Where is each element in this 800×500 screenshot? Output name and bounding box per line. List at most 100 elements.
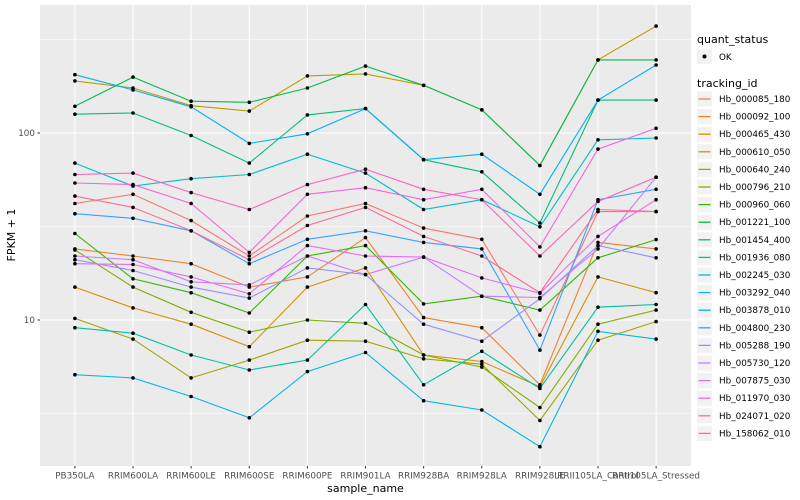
data-point <box>73 231 77 236</box>
legend-tracking-id: tracking_id Hb_000085_180 Hb_000092_100 Hb_… <box>697 77 791 441</box>
data-point <box>538 405 542 410</box>
legend-entry-label: Hb_000092_100 <box>719 113 791 123</box>
legend-entry-Hb_000960_060: Hb_000960_060 <box>697 197 791 213</box>
data-point <box>596 329 600 334</box>
data-point <box>654 319 658 324</box>
legend-entry-label: Hb_024071_020 <box>719 412 791 422</box>
data-point <box>247 257 252 262</box>
data-point <box>73 248 77 252</box>
series-points-Hb_024071_020 <box>73 167 658 258</box>
data-point <box>73 254 77 258</box>
data-point <box>596 138 600 142</box>
data-point <box>247 161 252 165</box>
data-point <box>73 181 77 185</box>
data-point <box>596 243 600 248</box>
x-tick-label: RRIM901LA <box>340 472 390 482</box>
data-point <box>305 223 310 228</box>
data-point <box>480 247 484 251</box>
legend-entry-label: Hb_000640_240 <box>719 165 791 175</box>
data-point <box>247 292 252 296</box>
data-point <box>189 310 193 315</box>
data-point <box>247 311 252 315</box>
data-point <box>421 226 426 230</box>
data-point <box>247 416 252 420</box>
data-point <box>363 266 368 270</box>
data-point <box>363 350 368 355</box>
data-point <box>305 182 310 187</box>
data-point <box>247 172 252 177</box>
data-point <box>247 261 252 266</box>
data-point <box>363 272 368 277</box>
legend-entry-label: Hb_000085_180 <box>719 95 791 105</box>
series-points-Hb_011970_030 <box>73 126 658 255</box>
data-point <box>421 322 426 327</box>
data-point <box>73 211 77 216</box>
data-point <box>480 254 484 258</box>
x-axis-title: sample_name <box>327 482 404 495</box>
data-point <box>131 88 135 92</box>
data-point <box>305 86 310 90</box>
data-point <box>596 207 600 212</box>
data-point <box>421 302 426 306</box>
series-points-Hb_003292_040 <box>73 329 658 449</box>
data-point <box>305 243 310 248</box>
data-point <box>538 225 542 229</box>
data-point <box>421 255 426 259</box>
data-point <box>654 197 658 202</box>
data-point <box>247 344 252 349</box>
data-point <box>131 285 135 289</box>
data-point <box>421 197 426 202</box>
data-point <box>73 72 77 77</box>
series-points-Hb_158062_010 <box>73 194 658 295</box>
data-point <box>596 275 600 279</box>
data-point <box>480 408 484 412</box>
data-point <box>654 337 658 341</box>
legend-entry-label: Hb_007875_030 <box>719 377 791 387</box>
data-point <box>421 353 426 357</box>
data-point <box>654 63 658 67</box>
data-point <box>305 358 310 362</box>
data-point <box>654 58 658 62</box>
x-axis: PB350LA RRIM600LA RRIM600LE RRIM600SE RRIM60… <box>55 466 700 482</box>
series-points-Hb_000640_240 <box>73 316 658 423</box>
data-point <box>538 290 542 295</box>
series-points-Hb_001936_080 <box>73 302 658 391</box>
data-point <box>73 79 77 83</box>
data-point <box>596 234 600 239</box>
data-point <box>363 167 368 171</box>
legend-entry-label: Hb_003292_040 <box>719 289 791 299</box>
data-point <box>480 108 484 112</box>
x-tick-label: RRIM600PE <box>282 472 332 482</box>
data-point <box>247 207 252 212</box>
legend-entry-Hb_158062_010: Hb_158062_010 <box>697 425 791 441</box>
data-point <box>654 98 658 102</box>
x-tick-label: RRII105LA_Control <box>557 472 639 482</box>
data-point <box>131 262 135 267</box>
data-point <box>654 237 658 242</box>
data-point <box>363 229 368 233</box>
legend-entry-label: Hb_000610_050 <box>719 148 791 158</box>
data-point <box>305 132 310 136</box>
data-point <box>596 338 600 343</box>
legend-entry-label: Hb_158062_010 <box>719 429 791 439</box>
data-point <box>131 331 135 336</box>
legend-quant-status-title: quant_status <box>697 33 769 46</box>
series-points-Hb_000796_210 <box>73 248 658 410</box>
data-point <box>654 24 658 28</box>
legend-entry-label: Hb_002245_030 <box>719 271 791 281</box>
data-point <box>73 372 77 377</box>
legend-entry-label: Hb_004800_230 <box>719 324 791 334</box>
data-point <box>654 187 658 192</box>
data-point <box>421 234 426 239</box>
data-point <box>538 418 542 423</box>
data-point <box>480 359 484 364</box>
legend-entry-Hb_000092_100: Hb_000092_100 <box>697 109 791 125</box>
data-point <box>189 133 193 138</box>
legend-entry-Hb_000640_240: Hb_000640_240 <box>697 161 791 177</box>
data-point <box>247 296 252 300</box>
legend-quant-status: quant_status OK <box>697 33 769 64</box>
data-point <box>654 175 658 179</box>
data-point <box>73 285 77 289</box>
data-point <box>73 172 77 177</box>
